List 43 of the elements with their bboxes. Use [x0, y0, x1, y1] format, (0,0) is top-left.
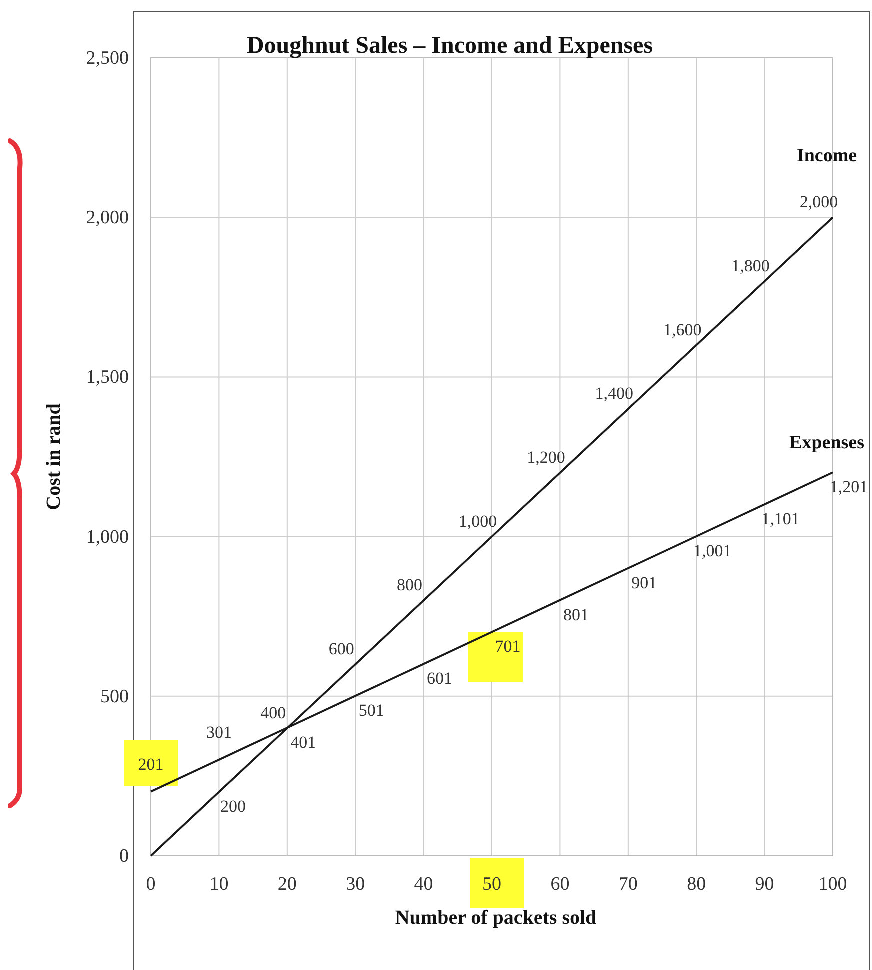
y-tick-label: 0: [120, 846, 129, 867]
data-label: 901: [632, 573, 658, 592]
data-label: 501: [358, 701, 384, 720]
y-tick-label: 1,000: [86, 526, 129, 548]
data-label: 2,000: [800, 192, 838, 212]
data-label: 1,400: [595, 384, 634, 404]
data-label: 1,600: [663, 320, 702, 340]
data-label: 301: [206, 722, 232, 742]
data-label: 801: [563, 605, 589, 624]
data-label: 1,000: [458, 512, 498, 531]
x-tick-label: 70: [618, 874, 638, 895]
x-tick-label: 20: [278, 874, 297, 895]
data-label: 600: [328, 639, 354, 658]
data-label: 1,001: [693, 541, 732, 560]
data-label: 701: [495, 637, 521, 656]
data-label: 400: [260, 703, 286, 722]
data-label: 200: [220, 797, 246, 816]
x-tick-label: 60: [550, 874, 570, 895]
x-tick-label: 50: [482, 874, 502, 895]
data-label: 1,200: [527, 448, 566, 467]
x-tick-label: 90: [755, 874, 774, 895]
x-tick-label: 10: [210, 874, 229, 895]
x-tick-label: 80: [687, 874, 706, 895]
x-tick-label: 40: [414, 874, 434, 895]
x-tick-label: 30: [346, 874, 366, 895]
data-label: 401: [290, 733, 316, 752]
y-tick-label: 1,500: [86, 367, 129, 388]
y-tick-label: 2,500: [86, 48, 129, 69]
data-label: 1,800: [732, 256, 770, 276]
text: Income: [796, 146, 858, 167]
data-label: 201: [138, 754, 164, 774]
y-tick-label: 2,000: [86, 208, 129, 229]
data-label: 1,201: [830, 478, 868, 497]
data-label: 601: [427, 669, 453, 688]
chart-title: Doughnut Sales – Income and Expenses: [246, 33, 654, 59]
x-axis-title: Number of packets sold: [395, 907, 597, 929]
y-axis-title: Cost in rand: [43, 404, 65, 510]
x-tick-label: 100: [818, 874, 848, 895]
data-label: 1,101: [762, 510, 800, 529]
x-tick-label: 0: [146, 874, 156, 895]
data-label: 800: [397, 576, 423, 595]
series-label: Expenses: [790, 432, 864, 454]
y-tick-label: 500: [100, 686, 129, 708]
